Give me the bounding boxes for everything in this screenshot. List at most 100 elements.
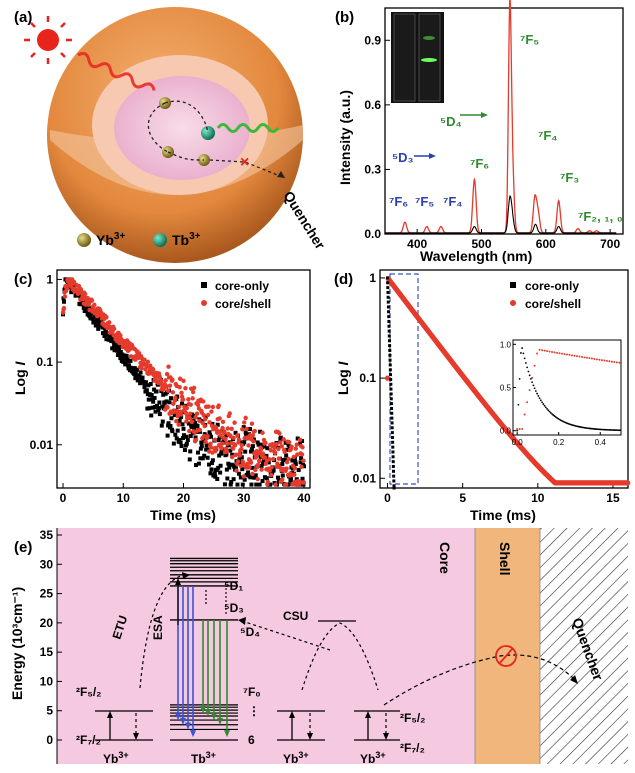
nir-excitation-wave — [77, 52, 156, 91]
data-point-core-only — [118, 349, 123, 354]
data-point-core-only — [252, 475, 257, 480]
data-point-core-shell — [184, 419, 189, 424]
data-point-core-shell — [250, 471, 255, 477]
data-point-core-only — [184, 434, 189, 439]
data-point-core-shell — [225, 426, 231, 431]
data-point-core-only — [388, 368, 392, 372]
inset-point-core-shell — [615, 361, 618, 364]
migration-path — [383, 654, 576, 706]
data-point-core-only — [165, 433, 170, 438]
inset-point-core-shell — [598, 358, 601, 361]
data-point-core-only — [150, 397, 155, 402]
y-tick-label: 0.01 — [30, 438, 54, 452]
data-point-core-only — [218, 470, 223, 475]
data-point-core-only — [256, 442, 261, 447]
data-point-core-shell — [243, 465, 249, 470]
data-point-core-only — [188, 434, 193, 439]
data-point-core-only — [146, 397, 151, 402]
x-tick-label: 10 — [531, 491, 545, 505]
green-emission-arrow-head — [224, 730, 230, 738]
energy-tick-label: 5 — [46, 704, 53, 718]
energy-tick-label: 10 — [40, 674, 54, 688]
data-point-core-shell — [244, 426, 249, 432]
data-point-core-only — [241, 425, 246, 430]
panel-e-label: (e) — [14, 539, 32, 556]
blue-emission-arrow-head — [175, 713, 181, 721]
data-point-core-shell — [260, 430, 265, 436]
data-point-core-shell — [197, 418, 202, 424]
data-point-core-only — [212, 471, 217, 476]
data-point-core-only — [223, 433, 228, 438]
data-point-core-shell — [279, 444, 285, 449]
data-point-core-shell — [277, 431, 282, 436]
data-point-core-only — [188, 449, 193, 454]
ion-label-yb-3: Yb3+ — [360, 750, 386, 766]
energy-axis: 0 5 10 15 20 25 30 35 — [40, 528, 62, 764]
core-region — [57, 528, 475, 764]
data-point-core-shell — [142, 357, 147, 362]
data-point-core-shell — [210, 404, 216, 410]
inset-point-core-only — [527, 370, 530, 373]
data-point-core-shell — [292, 472, 297, 477]
data-point-core-only — [224, 452, 229, 457]
data-point-core-shell — [276, 446, 281, 452]
data-point-core-only — [389, 377, 393, 381]
data-point-core-only — [151, 399, 156, 404]
data-point-core-shell — [61, 305, 67, 311]
panel-d-axes: 0 5 10 15 1 0.1 0.01 — [353, 271, 620, 505]
data-point-core-shell — [273, 482, 278, 487]
data-point-core-only — [391, 440, 395, 444]
data-point-core-only — [209, 467, 214, 472]
x-tick-label: 400 — [407, 237, 427, 251]
data-point-core-shell — [229, 426, 234, 432]
inset-point-core-only — [531, 381, 534, 384]
data-point-core-shell — [255, 476, 260, 482]
panel-b-frame — [384, 7, 624, 235]
data-point-core-only — [249, 447, 254, 452]
data-point-core-only — [94, 319, 99, 324]
data-point-core-shell — [150, 367, 156, 372]
data-point-core-shell — [107, 320, 112, 325]
data-point-core-only — [283, 457, 288, 462]
data-point-core-only — [386, 300, 390, 304]
legend-core-only-label: core-only — [215, 279, 269, 293]
data-point-core-only — [182, 448, 187, 453]
data-point-core-only — [207, 430, 212, 435]
green-emission-wave — [216, 123, 280, 133]
data-point-core-only — [195, 450, 200, 455]
data-point-core-shell — [206, 449, 212, 454]
data-point-core-only — [391, 445, 395, 449]
data-point-core-shell — [284, 466, 289, 471]
y-tick-label: 0.9 — [364, 33, 381, 47]
data-point-core-only — [180, 401, 185, 406]
x-tick-label: 20 — [177, 491, 191, 505]
data-point-core-shell — [62, 294, 68, 299]
inset-point-core-shell — [585, 356, 588, 359]
panel-b-ylabel: Intensity (a.u.) — [337, 90, 353, 185]
data-point-core-only — [248, 449, 253, 454]
data-point-core-only — [210, 458, 215, 463]
data-point-core-shell — [167, 383, 173, 388]
data-point-core-only — [127, 363, 132, 368]
data-point-core-only — [389, 397, 393, 401]
data-point-core-shell — [197, 427, 203, 433]
csu-arrow-head — [238, 617, 246, 625]
yb2-emission-arrow-head — [307, 733, 313, 740]
data-point-core-only — [213, 474, 218, 479]
inset-point-core-shell — [605, 359, 608, 362]
yb3-emission-arrow-head — [383, 733, 389, 740]
data-point-core-only — [166, 421, 171, 426]
data-point-core-shell — [178, 412, 184, 417]
yb1-emission-arrow-head — [133, 733, 139, 740]
data-point-core-only — [260, 479, 265, 484]
data-point-core-only — [387, 315, 391, 319]
inset-point-core-only — [533, 387, 536, 390]
data-point-core-only — [168, 396, 173, 401]
data-point-core-shell — [239, 446, 244, 452]
data-point-core-shell — [229, 454, 235, 460]
data-point-core-only — [184, 441, 189, 446]
data-point-core-shell — [274, 441, 279, 447]
annotation-7f5: ⁷F₅ — [520, 32, 539, 47]
legend-core-only-marker — [201, 282, 207, 288]
data-point-core-only — [299, 456, 304, 461]
